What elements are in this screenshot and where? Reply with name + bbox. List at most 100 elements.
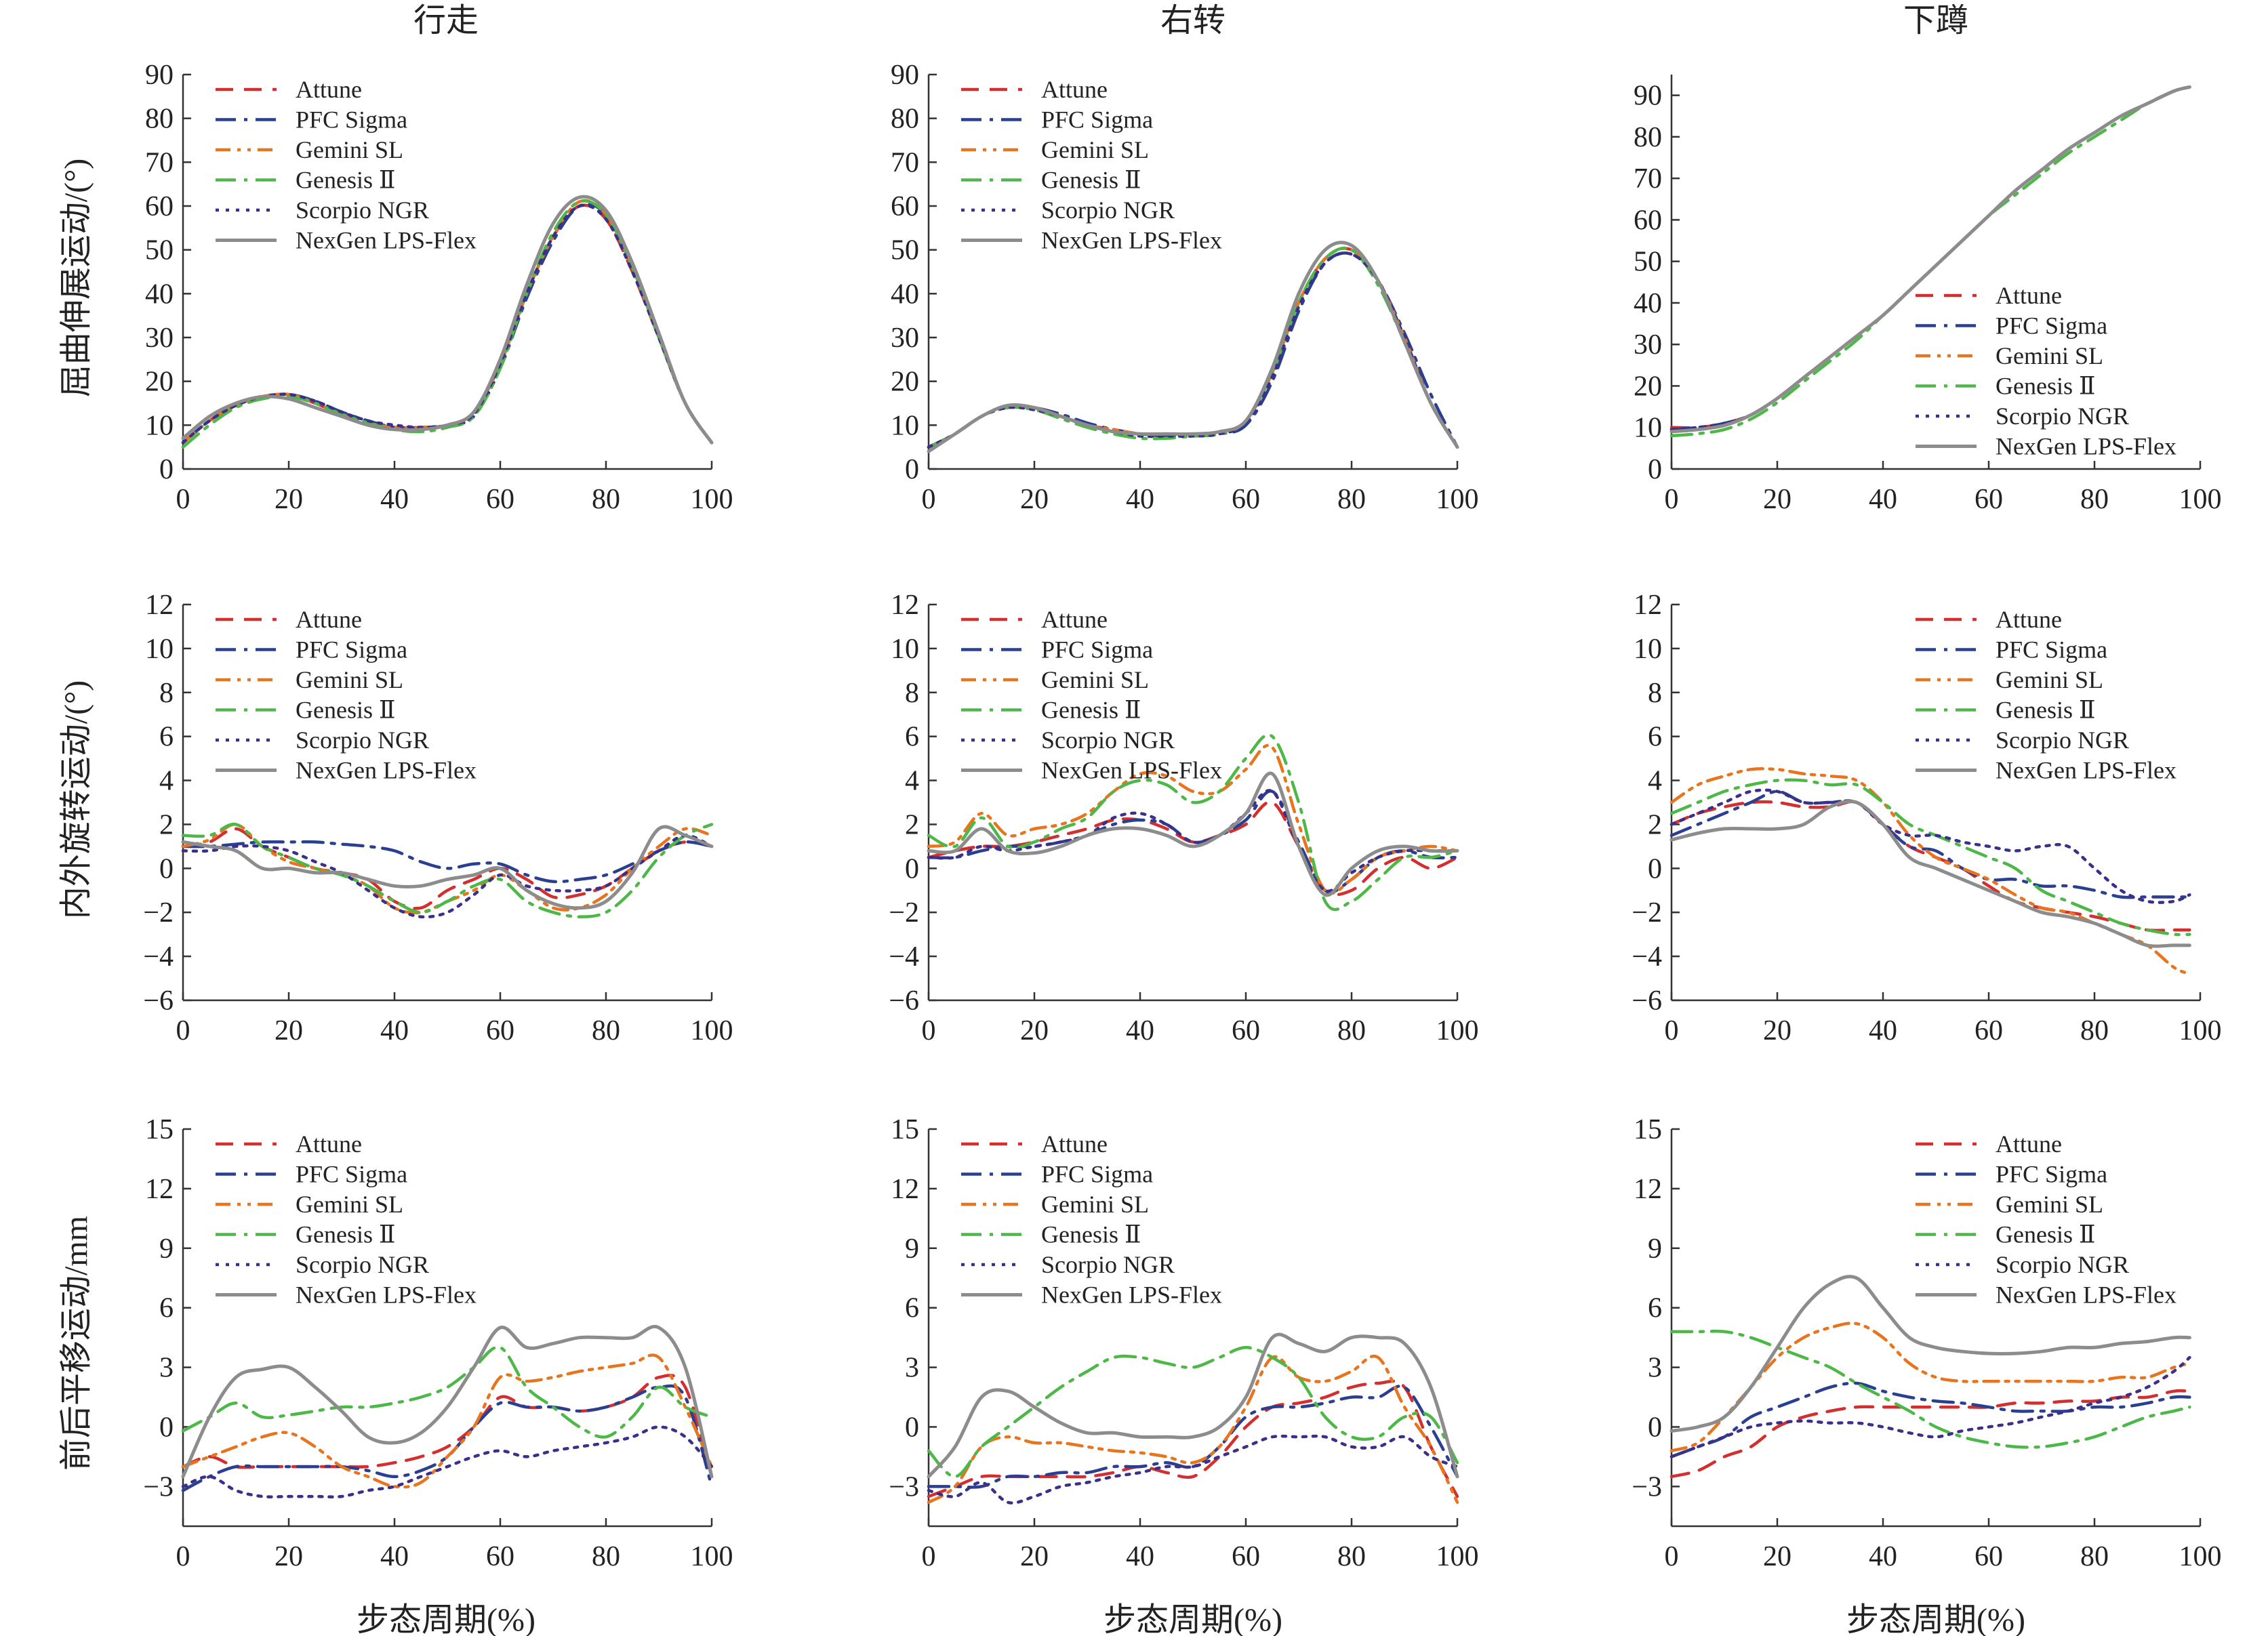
series-line-nexgen-lps-flex [181, 195, 714, 445]
x-tick-label: 60 [486, 484, 514, 515]
series-line-nexgen-lps-flex [1669, 799, 2191, 948]
x-tick-label: 40 [1869, 1541, 1897, 1572]
x-tick-label: 60 [1232, 1541, 1260, 1572]
x-axis-label-turn-right: 步态周期(%) [1103, 1602, 1282, 1636]
legend-label-scorpio-ngr: Scorpio NGR [1041, 197, 1175, 224]
series-line-pfc-sigma [1669, 85, 2191, 432]
series-line-nexgen-lps-flex [1669, 1275, 2191, 1433]
y-tick-label: 80 [1634, 122, 1662, 153]
chart-panel: 0 10 20 30 40 50 60 70 80 90 0 20 40 60 80 100 Attune PFC… [891, 60, 1479, 515]
legend-label-genesis: Genesis Ⅱ [1996, 1221, 2095, 1248]
y-tick-label: 20 [1634, 371, 1662, 402]
legend-label-attune: Attune [1996, 1130, 2062, 1158]
legend-label-nexgen-lps-flex: NexGen LPS-Flex [1996, 757, 2176, 784]
legend-label-gemini-sl: Gemini SL [1996, 1191, 2103, 1218]
x-tick-label: 80 [592, 1541, 620, 1572]
legend-label-pfc-sigma: PFC Sigma [1996, 312, 2107, 340]
y-tick-label: 9 [159, 1233, 174, 1265]
legend: Attune PFC Sigma Gemini SL Genesis Ⅱ Scorpio… [961, 606, 1222, 784]
legend-label-genesis: Genesis Ⅱ [1041, 167, 1141, 194]
legend-label-scorpio-ngr: Scorpio NGR [1041, 727, 1175, 754]
y-tick-label: 0 [905, 1412, 919, 1444]
legend-label-genesis: Genesis Ⅱ [296, 167, 395, 194]
y-tick-label: 9 [905, 1233, 919, 1265]
y-tick-label: 10 [145, 634, 174, 665]
y-tick-label: 8 [159, 678, 174, 709]
series-line-genesis [1669, 85, 2191, 438]
y-tick-label: 50 [1634, 247, 1662, 278]
y-tick-label: 70 [1634, 163, 1662, 195]
y-tick-label: −4 [1632, 941, 1662, 973]
y-tick-label: −6 [143, 985, 174, 1017]
legend-label-nexgen-lps-flex: NexGen LPS-Flex [1996, 433, 2176, 460]
legend-label-scorpio-ngr: Scorpio NGR [1996, 727, 2129, 754]
column-title-walk: 行走 [413, 3, 479, 39]
x-tick-label: 0 [922, 1541, 936, 1572]
y-tick-label: 40 [1634, 288, 1662, 319]
y-tick-label: 10 [891, 634, 919, 665]
series-line-gemini-sl [181, 1353, 714, 1489]
y-tick-label: 12 [145, 1174, 174, 1205]
y-tick-label: 10 [1634, 413, 1662, 444]
x-tick-label: 20 [1763, 1015, 1791, 1046]
y-tick-label: 50 [145, 235, 174, 266]
y-tick-label: 6 [1648, 722, 1662, 753]
y-tick-label: 0 [1648, 454, 1662, 485]
series-line-nexgen-lps-flex [927, 1332, 1459, 1479]
chart-panel: −6 −4 −2 0 2 4 6 8 10 12 0 20 40 60 80 100 Attune PFC Sig… [889, 590, 1478, 1046]
x-tick-label: 80 [592, 484, 620, 515]
column-title-squat: 下蹲 [1903, 3, 1968, 39]
y-tick-label: 3 [159, 1353, 174, 1384]
x-tick-label: 20 [275, 1015, 303, 1046]
y-tick-label: 12 [891, 1174, 919, 1205]
legend-label-nexgen-lps-flex: NexGen LPS-Flex [296, 227, 477, 254]
chart-panel: −6 −4 −2 0 2 4 6 8 10 12 0 20 40 60 80 100 Attune PFC Sig… [143, 590, 733, 1046]
x-tick-label: 80 [1337, 1541, 1366, 1572]
series-line-genesis [1669, 1329, 2191, 1449]
x-tick-label: 100 [2179, 1015, 2222, 1046]
legend-label-nexgen-lps-flex: NexGen LPS-Flex [1041, 1282, 1222, 1309]
legend-label-pfc-sigma: PFC Sigma [1041, 1161, 1153, 1188]
row-label-translation: 前后平移运动/mm [58, 1216, 94, 1471]
x-tick-label: 0 [1665, 1015, 1679, 1046]
y-tick-label: 10 [1634, 634, 1662, 665]
legend: Attune PFC Sigma Gemini SL Genesis Ⅱ Scorpio… [216, 1130, 477, 1309]
legend: Attune PFC Sigma Gemini SL Genesis Ⅱ Scorpio… [961, 1130, 1222, 1309]
legend-label-attune: Attune [296, 1130, 362, 1158]
x-tick-label: 80 [2080, 1541, 2109, 1572]
legend-label-pfc-sigma: PFC Sigma [1041, 636, 1153, 663]
x-tick-label: 80 [2080, 1015, 2109, 1046]
series-line-nexgen-lps-flex [181, 1324, 714, 1479]
chart-panel: −3 0 3 6 9 12 15 0 20 40 60 80 100 Attune PFC Sigma Gem… [889, 1114, 1478, 1572]
y-tick-label: −2 [889, 897, 919, 928]
x-tick-label: 100 [691, 484, 733, 515]
x-tick-label: 20 [1020, 1015, 1049, 1046]
series-line-nexgen-lps-flex [927, 241, 1459, 453]
series-line-attune [1669, 85, 2191, 430]
legend-label-gemini-sl: Gemini SL [1041, 1191, 1149, 1218]
series-line-attune [181, 1374, 714, 1479]
legend: Attune PFC Sigma Gemini SL Genesis Ⅱ Scorpio… [1916, 606, 2176, 784]
y-tick-label: 15 [891, 1114, 919, 1145]
x-tick-label: 100 [2179, 1541, 2222, 1572]
legend-label-pfc-sigma: PFC Sigma [296, 1161, 407, 1188]
y-tick-label: −2 [1632, 897, 1662, 928]
x-tick-label: 20 [1763, 1541, 1791, 1572]
legend-label-genesis: Genesis Ⅱ [1996, 373, 2095, 400]
legend-label-pfc-sigma: PFC Sigma [296, 636, 407, 663]
x-tick-label: 40 [1869, 484, 1897, 515]
series-line-pfc-sigma [1669, 1381, 2191, 1458]
y-tick-label: 15 [145, 1114, 174, 1145]
legend-label-pfc-sigma: PFC Sigma [1996, 636, 2107, 663]
column-title-turn-right: 右转 [1160, 3, 1226, 39]
y-tick-label: 2 [905, 809, 919, 840]
y-tick-label: 60 [1634, 205, 1662, 236]
x-tick-label: 60 [486, 1541, 514, 1572]
x-tick-label: 100 [1436, 1015, 1479, 1046]
legend-label-scorpio-ngr: Scorpio NGR [296, 1251, 429, 1278]
x-axis-label-walk: 步态周期(%) [357, 1602, 535, 1636]
y-tick-label: 80 [891, 104, 919, 135]
x-tick-label: 40 [1126, 1015, 1154, 1046]
legend-label-pfc-sigma: PFC Sigma [296, 106, 407, 134]
